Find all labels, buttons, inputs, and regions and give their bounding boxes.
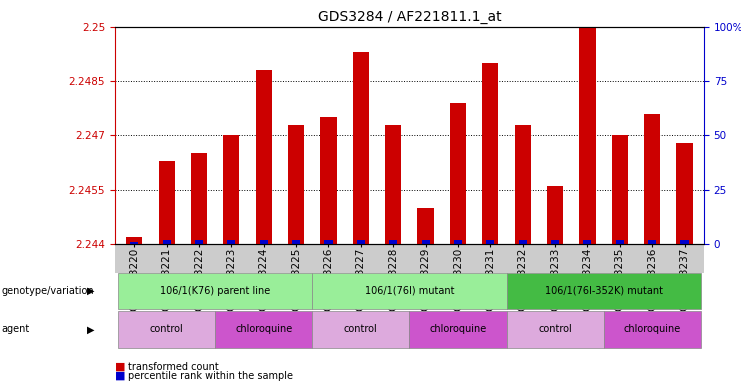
Bar xyxy=(389,240,397,244)
Bar xyxy=(256,70,272,244)
Bar xyxy=(579,23,596,244)
Text: agent: agent xyxy=(1,324,30,334)
Bar xyxy=(648,240,657,244)
Bar xyxy=(519,240,527,244)
Bar xyxy=(325,240,333,244)
Bar xyxy=(288,124,305,244)
Bar xyxy=(547,186,563,244)
Text: ▶: ▶ xyxy=(87,324,95,334)
Bar xyxy=(292,240,300,244)
Bar xyxy=(227,240,236,244)
Text: 106/1(76I-352K) mutant: 106/1(76I-352K) mutant xyxy=(545,286,662,296)
Bar xyxy=(644,114,660,244)
Bar xyxy=(195,240,203,244)
Bar xyxy=(385,124,402,244)
Bar xyxy=(162,240,170,244)
Bar xyxy=(482,63,499,244)
Bar xyxy=(616,240,624,244)
Bar xyxy=(454,240,462,244)
Text: chloroquine: chloroquine xyxy=(623,324,681,334)
Text: ■: ■ xyxy=(115,362,125,372)
Bar xyxy=(223,135,239,244)
Text: chloroquine: chloroquine xyxy=(429,324,487,334)
Bar xyxy=(514,124,531,244)
Title: GDS3284 / AF221811.1_at: GDS3284 / AF221811.1_at xyxy=(318,10,501,25)
Bar xyxy=(677,142,693,244)
Bar xyxy=(259,240,268,244)
Bar xyxy=(191,154,207,244)
Bar xyxy=(159,161,175,244)
Text: ■: ■ xyxy=(115,371,125,381)
Text: control: control xyxy=(344,324,378,334)
Text: ▶: ▶ xyxy=(87,286,95,296)
Text: chloroquine: chloroquine xyxy=(235,324,293,334)
Bar xyxy=(450,103,466,244)
Bar xyxy=(417,208,433,244)
Bar xyxy=(612,135,628,244)
Bar xyxy=(353,52,369,244)
Bar xyxy=(680,240,688,244)
Text: 106/1(76I) mutant: 106/1(76I) mutant xyxy=(365,286,454,296)
Text: transformed count: transformed count xyxy=(128,362,219,372)
Bar xyxy=(551,240,559,244)
Text: percentile rank within the sample: percentile rank within the sample xyxy=(128,371,293,381)
Bar xyxy=(422,240,430,244)
Bar xyxy=(357,240,365,244)
Text: control: control xyxy=(150,324,184,334)
Bar xyxy=(320,117,336,244)
Bar xyxy=(486,240,494,244)
Text: control: control xyxy=(538,324,572,334)
Text: 106/1(K76) parent line: 106/1(K76) parent line xyxy=(160,286,270,296)
Bar xyxy=(126,237,142,244)
Text: genotype/variation: genotype/variation xyxy=(1,286,94,296)
Bar xyxy=(130,242,139,244)
Bar xyxy=(583,240,591,244)
